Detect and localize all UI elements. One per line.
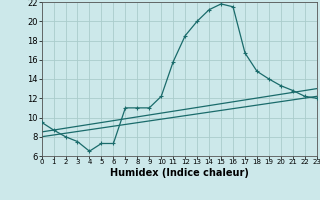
X-axis label: Humidex (Indice chaleur): Humidex (Indice chaleur)	[110, 168, 249, 178]
